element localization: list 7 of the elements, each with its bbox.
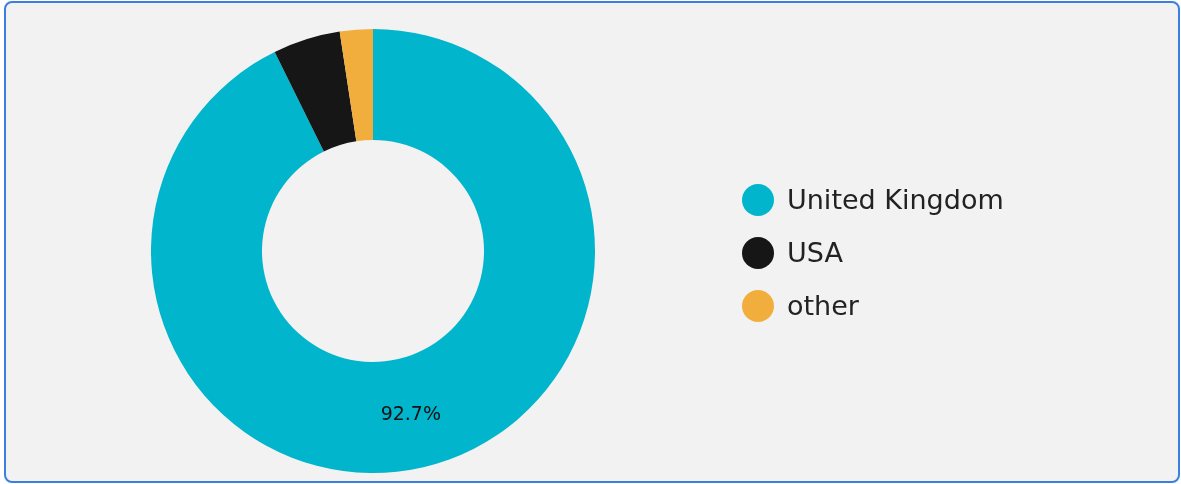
data-label: 92.7% bbox=[380, 402, 442, 425]
legend-label: United Kingdom bbox=[787, 184, 1004, 215]
legend-label: other bbox=[787, 290, 859, 321]
legend-label: USA bbox=[787, 237, 843, 268]
donut-slice bbox=[151, 29, 595, 473]
donut-slice bbox=[274, 31, 357, 152]
donut-slice bbox=[339, 29, 373, 142]
